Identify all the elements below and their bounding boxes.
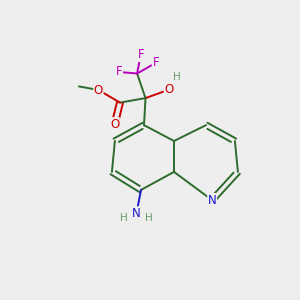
Text: N: N [132,207,141,220]
Text: O: O [110,118,119,131]
Text: F: F [116,65,122,79]
Text: O: O [164,83,173,96]
Text: F: F [152,56,159,70]
Text: H: H [120,213,128,223]
Text: H: H [145,213,153,223]
Text: H: H [173,72,181,82]
Text: O: O [94,83,103,97]
Text: N: N [208,194,217,207]
Text: F: F [137,48,144,62]
